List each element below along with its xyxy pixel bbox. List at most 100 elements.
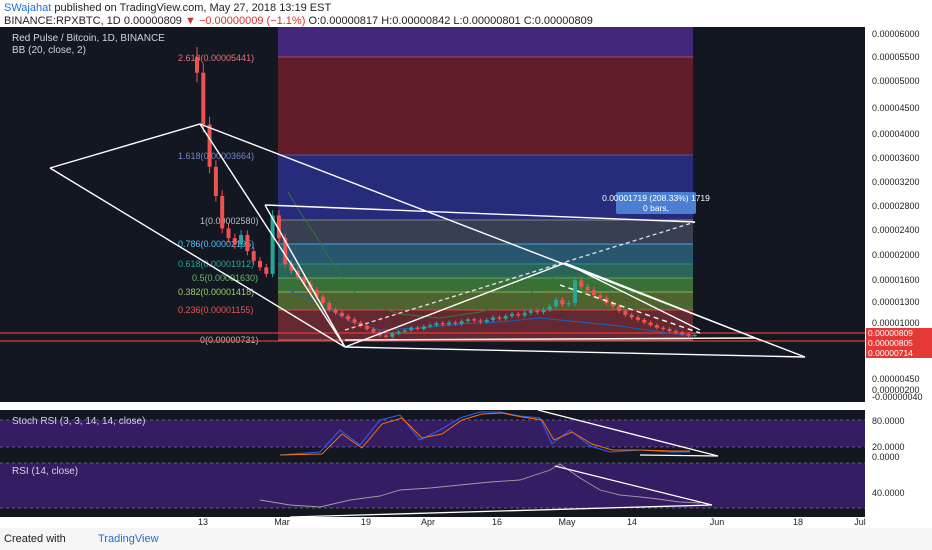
price-axis-ticks: 0.00006000 0.00005500 0.00005000 0.00004500…	[872, 29, 923, 402]
candle-body	[554, 299, 559, 307]
candle-body	[465, 319, 470, 322]
candle-body	[220, 195, 225, 229]
time-tick: 14	[627, 517, 637, 527]
fib-label-05: 0.5(0.00001630)	[192, 273, 258, 283]
fib-zone-2618	[278, 57, 693, 155]
candle-body	[617, 306, 622, 311]
candle-body	[276, 215, 281, 239]
rsi-tick-40: 40.0000	[872, 488, 905, 498]
candle-body	[478, 320, 483, 322]
candle-body	[472, 319, 477, 321]
candle-body	[636, 317, 640, 320]
price-tag-3: 0.00000714	[868, 348, 913, 358]
candle-body	[327, 303, 332, 310]
candle-body	[428, 325, 433, 327]
fib-label-2618: 2.618(0.00005441)	[178, 53, 254, 63]
candle-body	[415, 327, 420, 330]
candle-body	[528, 310, 533, 313]
candle-body	[365, 325, 370, 330]
candle-body	[535, 310, 540, 313]
price-tag-2: 0.00000805	[868, 338, 913, 348]
candle-body	[390, 333, 395, 337]
candle-body	[692, 334, 697, 336]
fib-zone-0236	[278, 310, 693, 340]
candle-body	[421, 326, 426, 330]
price-tick: 0.00005000	[872, 76, 920, 86]
candle-body	[541, 309, 546, 313]
candle-body	[251, 251, 256, 261]
time-axis[interactable]	[0, 517, 932, 528]
candle-body	[510, 314, 514, 317]
candle-body	[195, 56, 199, 73]
candle-body	[680, 332, 685, 335]
price-tick: 0.00004500	[872, 103, 920, 113]
price-change: −0.00000009 (−1.1%)	[198, 15, 306, 27]
candle-body	[339, 312, 344, 317]
fib-label-0: 0(0.00000731)	[200, 335, 259, 345]
stoch-k	[279, 411, 690, 456]
candle-body	[497, 317, 502, 319]
time-tick: Jun	[710, 517, 725, 527]
candle-body	[629, 314, 634, 318]
stoch-tick-80: 80.0000	[872, 416, 905, 426]
bb-legend: BB (20, close, 2)	[12, 45, 86, 56]
candle-body	[352, 319, 357, 323]
measure-bars: 0 bars,	[643, 203, 669, 213]
stoch-tick-20: 20.0000	[872, 442, 905, 452]
rsi-band	[0, 463, 865, 508]
candle-body	[258, 260, 262, 268]
trend-drawings	[49, 123, 806, 358]
candle-body	[384, 335, 388, 337]
measure-value: 0.00001719 (208.33%) 1719	[602, 193, 710, 203]
candle-body	[547, 306, 552, 310]
price-tick: 0.00002400	[872, 225, 920, 235]
candle-body	[648, 322, 653, 326]
candle-body	[585, 286, 590, 291]
price-axis[interactable]	[865, 27, 932, 517]
candle-body	[610, 303, 615, 307]
symbol-label: BINANCE:RPXBTC, 1D	[4, 15, 121, 27]
price-tag-1: 0.00000809	[868, 328, 913, 338]
candle-body	[302, 277, 307, 284]
chart-canvas[interactable]: 2.618(0.00005441) 1.618(0.00003664) 1(0.…	[0, 27, 932, 528]
author-link[interactable]: SWajahat	[4, 2, 52, 14]
candle-body	[409, 327, 414, 331]
price-tick: 0.00000200	[872, 385, 920, 395]
candle-body	[623, 310, 628, 315]
candle-body	[321, 296, 325, 304]
candle-body	[371, 329, 376, 333]
candle-body	[440, 323, 445, 325]
price-tick: 0.00000450	[872, 374, 920, 384]
fib-label-1618: 1.618(0.00003664)	[178, 151, 254, 161]
candle-body	[484, 319, 489, 322]
price-tick: 0.00005500	[872, 52, 920, 62]
candle-body	[201, 72, 206, 125]
fib-label-0382: 0.382(0.00001418)	[178, 287, 254, 297]
time-tick: 16	[492, 517, 502, 527]
candle-body	[226, 228, 231, 239]
measure-box	[616, 192, 696, 214]
chart-title: Red Pulse / Bitcoin, 1D, BINANCE	[12, 33, 165, 44]
candle-body	[270, 215, 275, 274]
bb-upper	[287, 191, 694, 319]
rsi-title: RSI (14, close)	[12, 466, 78, 477]
fib-zone-0786	[278, 244, 693, 264]
candle-body	[566, 303, 571, 305]
candle-body	[503, 316, 508, 319]
footer-bar	[0, 528, 932, 550]
candle-body	[459, 321, 464, 324]
candle-body	[598, 295, 603, 298]
time-tick: Jul	[854, 517, 866, 527]
time-tick: Mar	[274, 517, 290, 527]
candle-body	[289, 264, 294, 271]
candle-body	[579, 280, 584, 287]
candle-body	[673, 330, 678, 333]
candle-body	[314, 290, 319, 297]
tradingview-logo[interactable]: TradingView	[98, 533, 159, 545]
price-tick: 0.00001000	[872, 318, 920, 328]
candle-body	[358, 322, 363, 326]
candle-body	[522, 312, 527, 316]
stoch-drawing	[537, 409, 719, 457]
down-arrow-icon: ▼	[185, 15, 196, 27]
fib-label-0618: 0.618(0.00001912)	[178, 259, 254, 269]
